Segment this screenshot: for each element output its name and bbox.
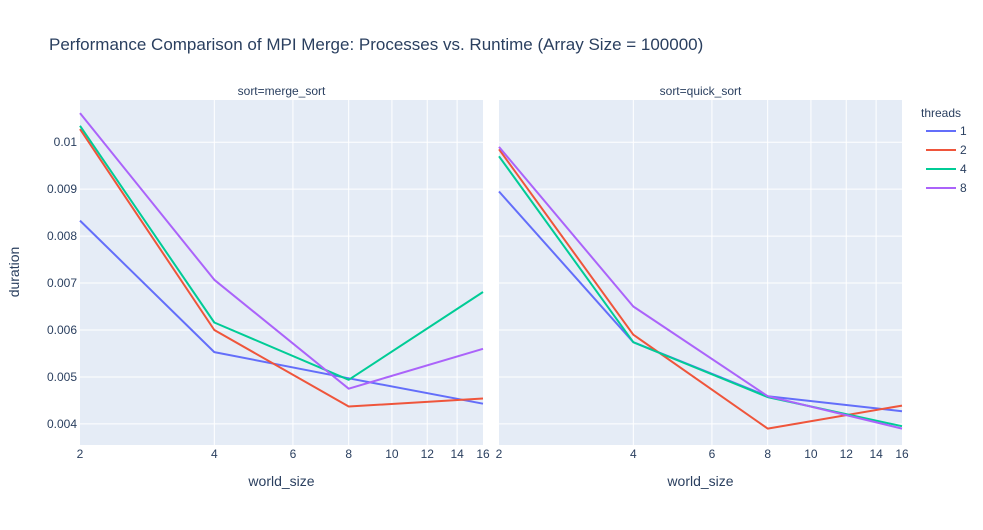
- x-tick-label: 4: [630, 447, 637, 461]
- legend-item-threads-1[interactable]: 1: [926, 124, 967, 138]
- y-tick-label: 0.005: [47, 370, 77, 384]
- x-tick-label: 6: [709, 447, 716, 461]
- x-tick-label: 12: [840, 447, 854, 461]
- x-tick-label: 10: [804, 447, 818, 461]
- x-tick-label: 16: [476, 447, 490, 461]
- y-tick-label: 0.01: [54, 135, 78, 149]
- x-tick-label: 6: [290, 447, 297, 461]
- series-line-threads-8: [79, 112, 484, 390]
- series-line-threads-2: [498, 148, 903, 430]
- legend-label: 4: [960, 162, 967, 176]
- legend-label: 2: [960, 143, 967, 157]
- y-tick-label: 0.004: [47, 417, 77, 431]
- plot-panel-merge-sort: 2 4 6 8 10 12 14 16 0.004 0.005 0.006 0.007 0.008 0.0…: [47, 100, 490, 461]
- x-tick-label: 8: [764, 447, 771, 461]
- y-tick-label: 0.007: [47, 276, 77, 290]
- facet-title-quick-sort: sort=quick_sort: [660, 84, 742, 98]
- legend-label: 8: [960, 181, 967, 195]
- x-tick-label: 2: [496, 447, 503, 461]
- y-tick-label: 0.009: [47, 182, 77, 196]
- chart-title: Performance Comparison of MPI Merge: Pro…: [49, 35, 703, 54]
- plot-background: [499, 100, 902, 445]
- x-axis-title-right: world_size: [666, 473, 733, 489]
- legend-item-threads-2[interactable]: 2: [926, 143, 967, 157]
- legend-item-threads-8[interactable]: 8: [926, 181, 967, 195]
- facet-title-merge-sort: sort=merge_sort: [238, 84, 326, 98]
- x-tick-label: 2: [77, 447, 84, 461]
- y-tick-label: 0.006: [47, 323, 77, 337]
- legend-item-threads-4[interactable]: 4: [926, 162, 967, 176]
- plot-areas: 2 4 6 8 10 12 14 16 0.004 0.005 0.006 0.007 0.008 0.0…: [47, 100, 909, 461]
- series-line-threads-8: [498, 146, 903, 430]
- series-line-threads-4: [79, 125, 484, 381]
- x-tick-label: 16: [895, 447, 909, 461]
- x-tick-label: 14: [450, 447, 464, 461]
- x-axis-title-left: world_size: [247, 473, 314, 489]
- x-tick-label: 10: [385, 447, 399, 461]
- legend-label: 1: [960, 124, 967, 138]
- legend-title: threads: [921, 106, 961, 120]
- x-tick-label: 12: [421, 447, 435, 461]
- y-tick-label: 0.008: [47, 229, 77, 243]
- plot-background: [80, 100, 483, 445]
- series-line-threads-1: [79, 219, 484, 405]
- y-axis-title: duration: [6, 247, 22, 298]
- x-tick-label: 14: [869, 447, 883, 461]
- x-tick-label: 4: [211, 447, 218, 461]
- plot-panel-quick-sort: 2 4 6 8 10 12 14 16: [496, 100, 909, 461]
- x-tick-label: 8: [345, 447, 352, 461]
- legend: 1 2 4 8: [926, 124, 967, 195]
- series-line-threads-2: [79, 128, 484, 408]
